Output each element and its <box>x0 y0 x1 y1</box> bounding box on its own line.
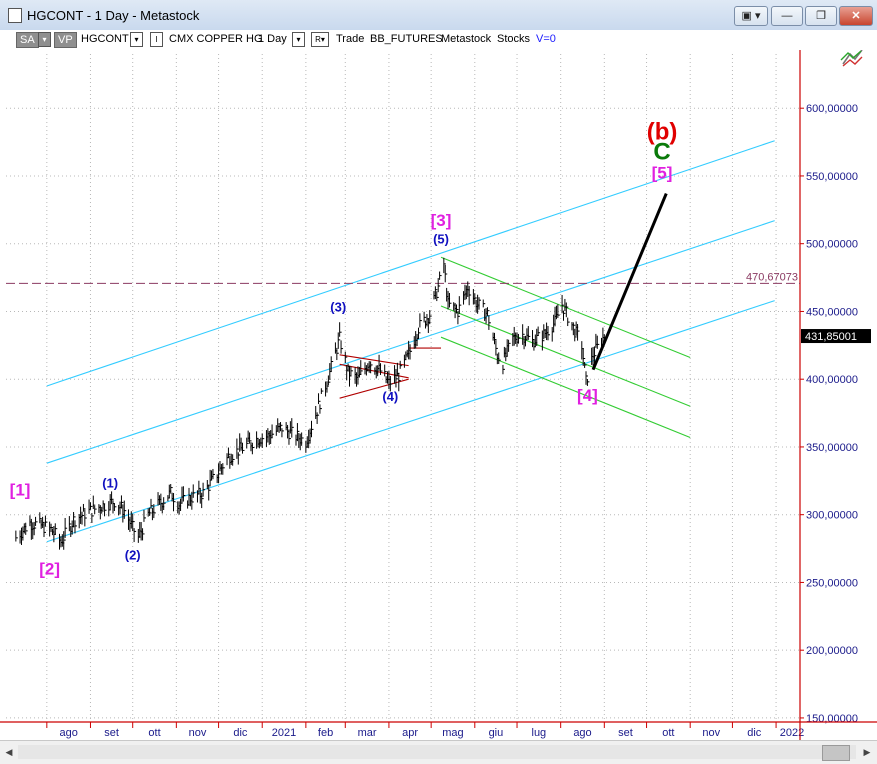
y-tick-label: 500,00000 <box>806 239 858 251</box>
x-tick-label: ago <box>573 727 591 739</box>
y-tick-label: 350,00000 <box>806 442 858 454</box>
level-label: 470,67073 <box>746 271 798 283</box>
horizontal-scrollbar[interactable]: ◀ ▶ <box>0 740 877 764</box>
period-label[interactable]: 1 Day <box>258 33 287 45</box>
trendline <box>339 354 409 367</box>
x-tick-label: set <box>104 727 119 739</box>
window-title: HGCONT - 1 Day - Metastock <box>27 8 200 23</box>
instrument-name: CMX COPPER HG <box>169 33 263 45</box>
wave-label: [1] <box>10 481 31 500</box>
scroll-right-icon[interactable]: ▶ <box>863 747 871 757</box>
wave-label: (4) <box>382 389 398 404</box>
symbol-dropdown-icon[interactable]: ▾ <box>130 32 143 47</box>
trendline <box>46 300 775 543</box>
chart-canvas[interactable]: 600,00000 550,00000 500,00000 450,00000 400,… <box>0 49 877 740</box>
maximize-button[interactable]: ❐ <box>805 6 837 26</box>
y-tick-label: 400,00000 <box>806 374 858 386</box>
r-dropdown-icon[interactable]: R▾ <box>311 32 329 47</box>
wave-label: [2] <box>39 559 60 578</box>
x-tick-label: 2022 <box>780 727 804 739</box>
chart-grid <box>6 54 800 722</box>
x-tick-label: ott <box>148 727 160 739</box>
last-price-label: 431,85001 <box>805 331 857 343</box>
wave-label: [5] <box>652 164 673 183</box>
x-tick-label: apr <box>402 727 418 739</box>
x-tick-label: mag <box>442 727 463 739</box>
x-tick-label: 2021 <box>272 727 296 739</box>
price-series <box>15 257 607 550</box>
minimize-button[interactable]: — <box>771 6 803 26</box>
close-button[interactable]: ✕ <box>839 6 873 26</box>
y-tick-label: 450,00000 <box>806 306 858 318</box>
scroll-track[interactable] <box>18 745 856 759</box>
wave-label: (b) <box>647 118 678 145</box>
y-tick-label: 150,00000 <box>806 713 858 725</box>
sa-dropdown-icon[interactable]: ▾ <box>38 32 51 47</box>
x-tick-label: set <box>618 727 633 739</box>
x-tick-label: ott <box>662 727 674 739</box>
stocks-label: Stocks <box>497 33 531 45</box>
window-menu-button[interactable]: ▣ ▾ <box>734 6 768 26</box>
chart-toolbar: SA ▾ VP HGCONT ▾ I CMX COPPER HG 1 Day ▾… <box>0 30 877 50</box>
indicator-box[interactable]: I <box>150 32 163 47</box>
trade-label[interactable]: Trade <box>336 33 365 45</box>
y-tick-label: 300,00000 <box>806 510 858 522</box>
y-tick-label: 600,00000 <box>806 103 858 115</box>
volume-label: V=0 <box>536 33 556 45</box>
trendline <box>339 378 409 399</box>
exchange-label: BB_FUTURES <box>370 33 443 45</box>
chart-tool-icon[interactable] <box>840 49 863 67</box>
wave-labels: [1] [2] (1) (2) (3) (4) (5) [3] [4] [5]C(b) <box>10 118 678 578</box>
x-tick-label: giu <box>489 727 504 739</box>
trendlines <box>46 140 775 543</box>
trendline <box>46 140 775 387</box>
x-tick-label: nov <box>702 727 720 739</box>
wave-label: (5) <box>433 232 449 247</box>
wave-label: (1) <box>102 476 118 491</box>
wave-label: C <box>653 139 670 166</box>
x-tick-label: nov <box>189 727 207 739</box>
wave-label: [4] <box>577 386 598 405</box>
sa-button[interactable]: SA <box>16 32 39 48</box>
price-chart[interactable]: 600,00000 550,00000 500,00000 450,00000 400,… <box>0 49 877 740</box>
x-tick-label: dic <box>747 727 762 739</box>
y-tick-label: 550,00000 <box>806 171 858 183</box>
wave-label: (3) <box>330 299 346 314</box>
x-tick-label: ago <box>59 727 77 739</box>
x-tick-label: feb <box>318 727 333 739</box>
wave-label: (2) <box>125 547 141 562</box>
source-label: Metastock <box>441 33 492 45</box>
wave-label: [3] <box>431 211 452 230</box>
y-tick-label: 250,00000 <box>806 577 858 589</box>
x-tick-label: mar <box>358 727 377 739</box>
trendline <box>440 336 691 438</box>
x-tick-label: lug <box>532 727 547 739</box>
y-tick-label: 200,00000 <box>806 645 858 657</box>
vp-button[interactable]: VP <box>54 32 77 48</box>
scroll-left-icon[interactable]: ◀ <box>5 747 13 757</box>
scroll-thumb[interactable] <box>822 745 850 761</box>
trendline <box>440 305 691 407</box>
app-icon <box>8 8 22 23</box>
x-tick-label: dic <box>233 727 248 739</box>
projection-line <box>591 192 668 371</box>
last-price-box <box>801 329 871 344</box>
symbol-label[interactable]: HGCONT <box>81 33 129 45</box>
trendline <box>440 256 691 359</box>
horizontal-level: 470,67073 <box>6 271 800 284</box>
chart-axes: 600,00000 550,00000 500,00000 450,00000 400,… <box>0 50 877 740</box>
title-bar: HGCONT - 1 Day - Metastock ▣ ▾ — ❐ ✕ <box>0 0 877 31</box>
period-dropdown-icon[interactable]: ▾ <box>292 32 305 47</box>
trendline <box>46 220 775 464</box>
